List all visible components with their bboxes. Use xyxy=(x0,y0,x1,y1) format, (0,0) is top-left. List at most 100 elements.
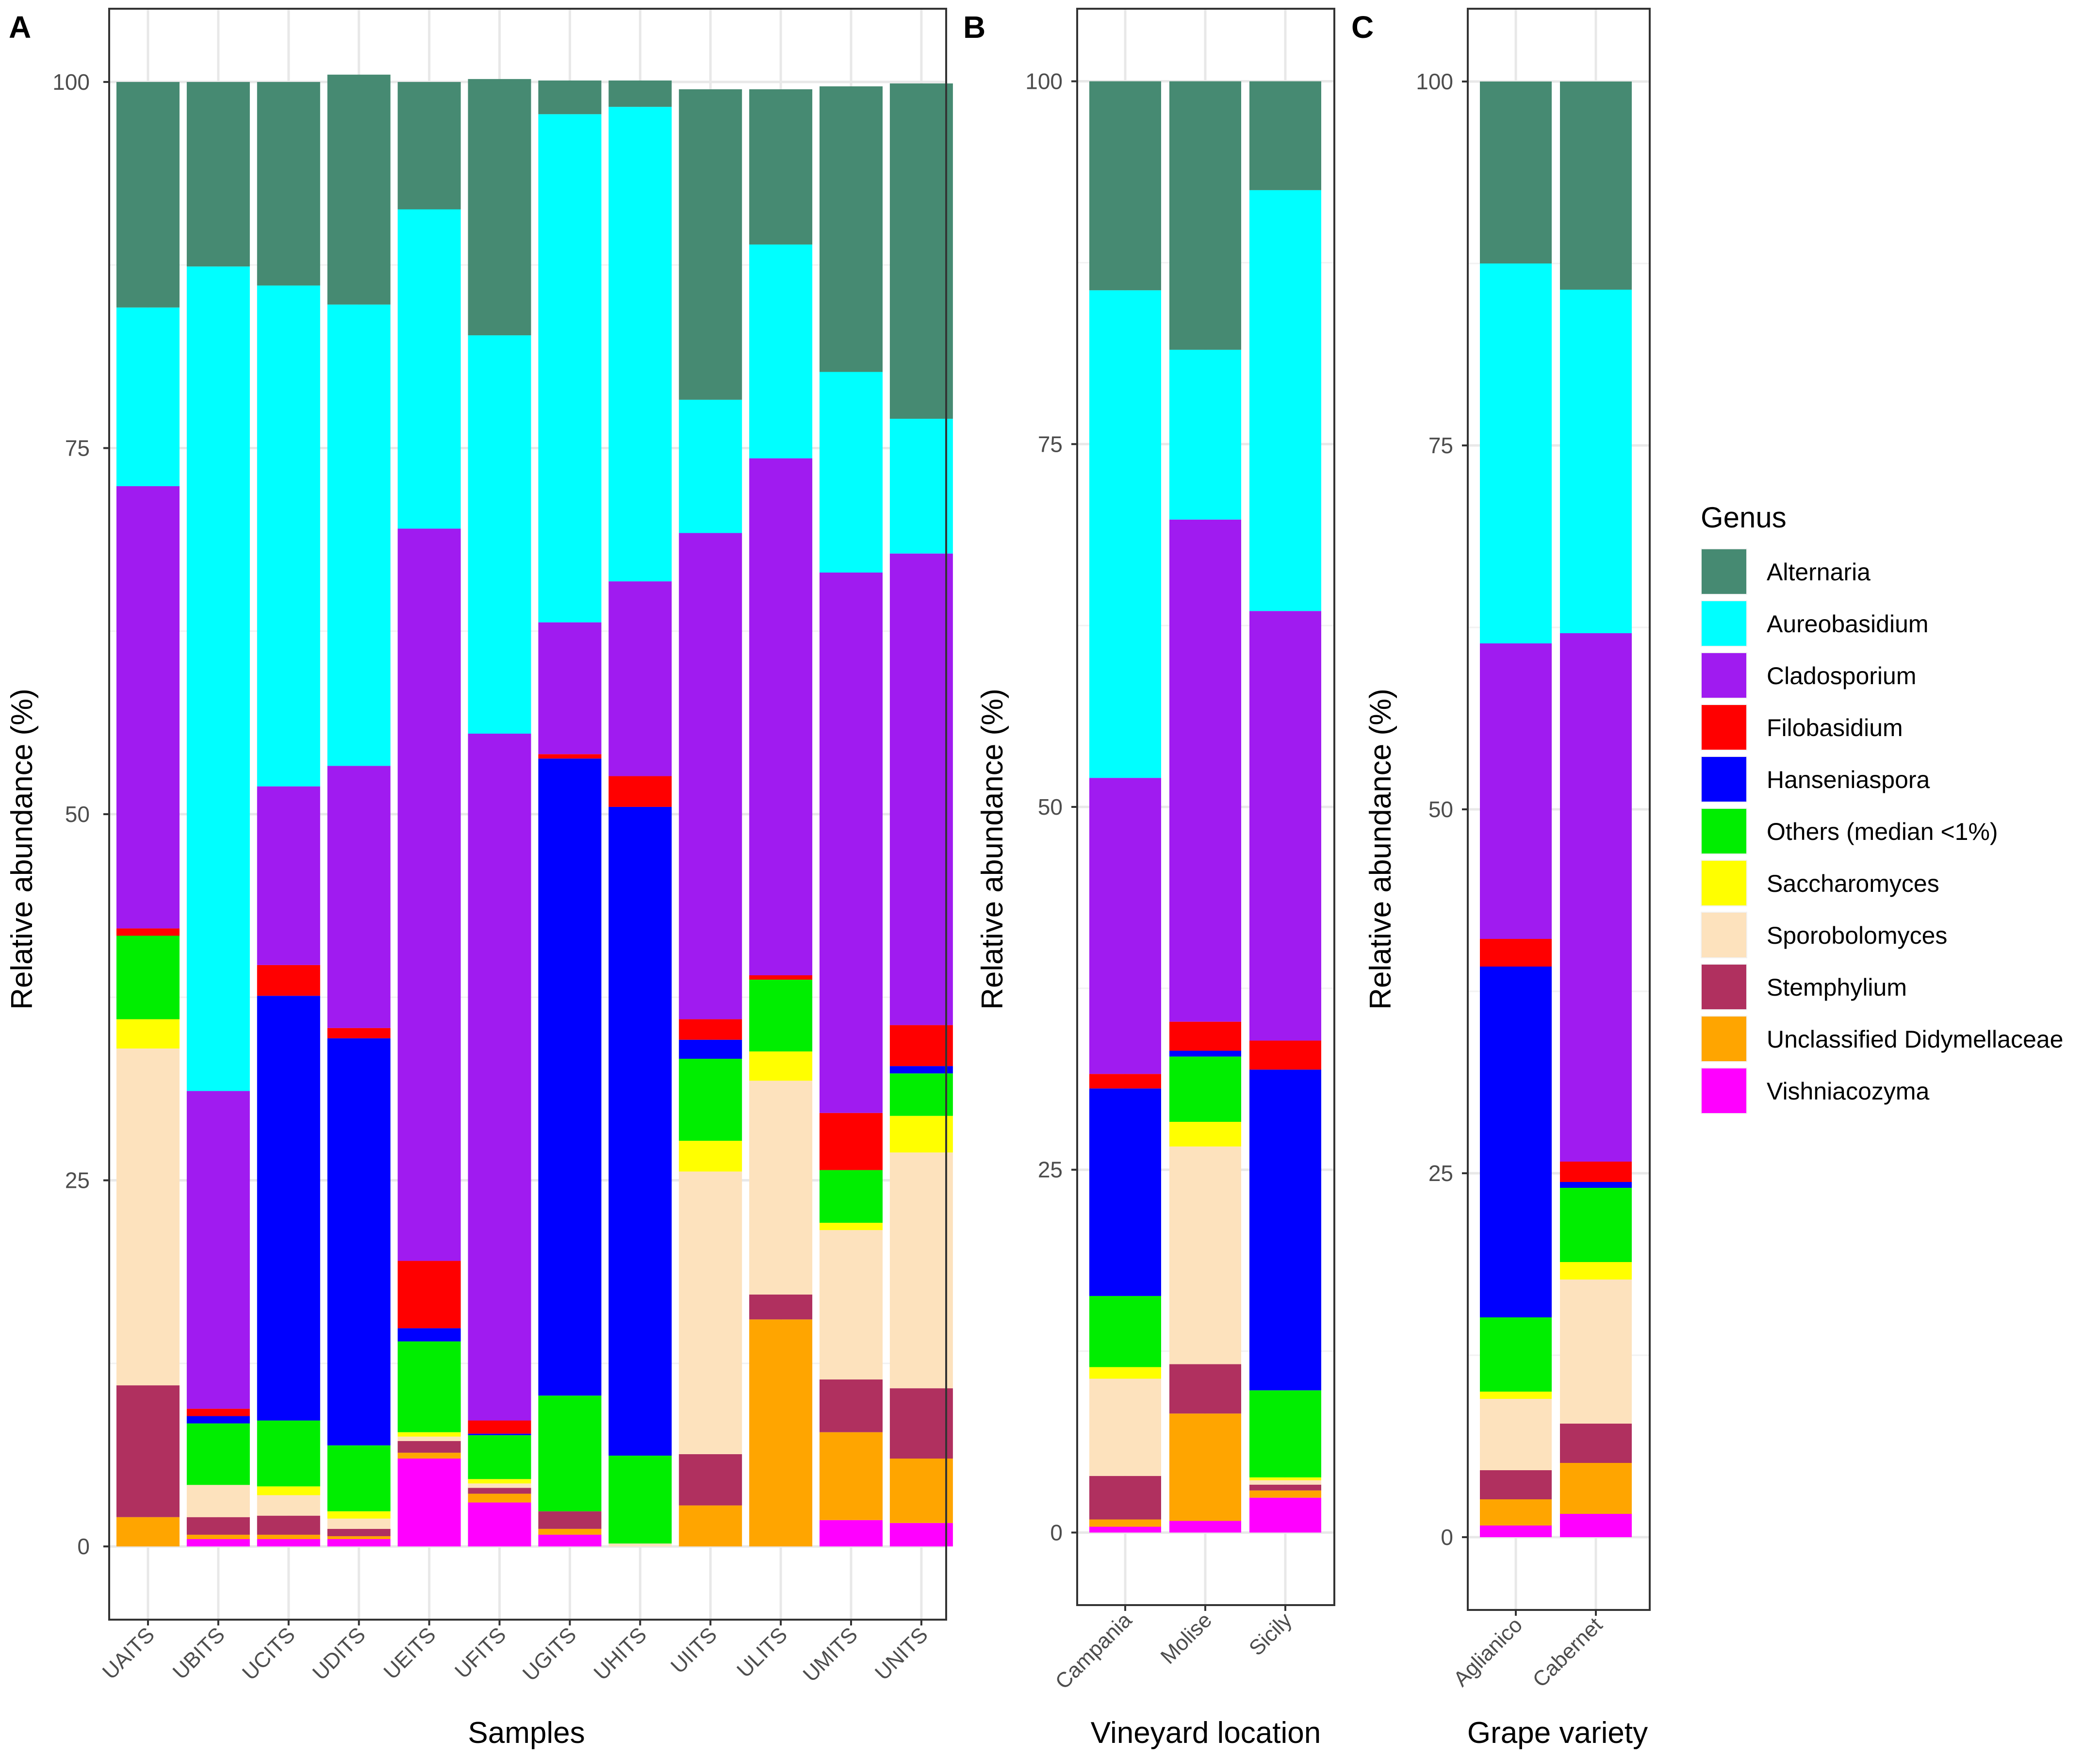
panel-b-bar-sicily-vishniacozyma xyxy=(1249,1497,1321,1533)
panel-a-bar-ugits-cladosporium xyxy=(538,622,602,755)
panel-a-bar-umits-others-median-1 xyxy=(820,1170,883,1223)
panel-a-bar-ucits-saccharomyces xyxy=(257,1486,320,1495)
panel-a-bar-ubits-sporobolomyces xyxy=(186,1485,250,1517)
panel-a-bar-ulits-saccharomyces xyxy=(749,1051,813,1081)
panel-c-y-axis-title: Relative abundance (%) xyxy=(1364,689,1397,1010)
panel-letter-b: B xyxy=(963,10,985,45)
panel-c-y-tick-label-0: 0 xyxy=(1441,1525,1453,1550)
panel-c-bar-cabernet-aureobasidium xyxy=(1560,290,1632,633)
panel-b-y-ticks: 0 25 50 75 100 xyxy=(1025,69,1077,1545)
legend-items: Alternaria Aureobasidium Cladosporium Filob… xyxy=(1701,548,2063,1114)
panel-a-bar-uhits-aureobasidium xyxy=(608,107,672,582)
panel-a-bar-umits-vishniacozyma xyxy=(820,1520,883,1547)
panel-c-bar-cabernet-sporobolomyces xyxy=(1560,1280,1632,1424)
panel-b-bar-campania-cladosporium xyxy=(1089,778,1161,1074)
panel-b-bar-sicily-others-median-1 xyxy=(1249,1390,1321,1477)
panel-a-bar-ufits-vishniacozyma xyxy=(468,1502,531,1547)
panel-a-bar-uaits-cladosporium xyxy=(116,486,180,929)
panel-a-bar-ugits-aureobasidium xyxy=(538,114,602,623)
panel-a-bar-units-filobasidium xyxy=(889,1025,953,1067)
panel-a-bar-ugits-unclassified-didymellaceae xyxy=(538,1528,602,1535)
legend-label-aureobasidium: Aureobasidium xyxy=(1767,610,1929,638)
legend-label-alternaria: Alternaria xyxy=(1767,558,1870,586)
panel-a-bar-ulits-cladosporium xyxy=(749,458,813,976)
panel-b-bar-sicily-filobasidium xyxy=(1249,1040,1321,1070)
panel-c-bar-cabernet-vishniacozyma xyxy=(1560,1514,1632,1537)
panel-a-bar-ueits-saccharomyces xyxy=(397,1432,461,1437)
panel-a-bar-ueits-aureobasidium xyxy=(397,209,461,529)
panel-b-bar-molise-others-median-1 xyxy=(1169,1056,1241,1122)
panel-c-bar-cabernet-alternaria xyxy=(1560,82,1632,290)
panel-a-bar-ueits-alternaria xyxy=(397,82,461,210)
panel-b-bar-campania-hanseniaspora xyxy=(1089,1088,1161,1296)
panel-b-y-tick-label-100: 100 xyxy=(1025,69,1063,94)
panel-a-bar-ueits-hanseniaspora xyxy=(397,1328,461,1342)
panel-a-bar-ubits-alternaria xyxy=(186,82,250,267)
panel-c-bar-aglianico-unclassified-didymellaceae xyxy=(1480,1499,1552,1526)
panel-c-bar-cabernet-filobasidium xyxy=(1560,1162,1632,1182)
legend-swatch-unclassified-didymellaceae xyxy=(1702,1017,1746,1061)
panel-a-bar-ucits-stemphylium xyxy=(257,1515,320,1535)
legend-swatch-saccharomyces xyxy=(1702,861,1746,905)
panel-b-bar-molise-hanseniaspora xyxy=(1169,1050,1241,1057)
panel-letter-c: C xyxy=(1351,10,1374,45)
panel-a-bar-udits-vishniacozyma xyxy=(327,1539,391,1547)
panel-a-bar-ueits-stemphylium xyxy=(397,1441,461,1453)
panel-a-y-tick-label-75: 75 xyxy=(65,435,90,460)
panel-a-bar-uhits-hanseniaspora xyxy=(608,806,672,1456)
panel-a-bar-umits-filobasidium xyxy=(820,1113,883,1170)
panel-a-bar-uaits-filobasidium xyxy=(116,928,180,936)
panel-c-bar-aglianico-hanseniaspora xyxy=(1480,967,1552,1317)
panel-a-bar-ueits-others-median-1 xyxy=(397,1341,461,1432)
panel-a-bar-udits-cladosporium xyxy=(327,766,391,1028)
panel-a-bar-ucits-filobasidium xyxy=(257,965,320,996)
panel-b-y-axis-title: Relative abundance (%) xyxy=(976,689,1009,1010)
panel-c-bar-cabernet-stemphylium xyxy=(1560,1424,1632,1463)
panel-letter-a: A xyxy=(9,10,31,45)
panel-a-bar-ufits-saccharomyces xyxy=(468,1479,531,1484)
panel-c-bar-cabernet-others-median-1 xyxy=(1560,1188,1632,1262)
legend-label-sporobolomyces: Sporobolomyces xyxy=(1767,922,1947,949)
panel-a-bar-uaits-aureobasidium xyxy=(116,307,180,486)
panel-c-bar-aglianico-aureobasidium xyxy=(1480,263,1552,643)
panel-a-bar-ubits-aureobasidium xyxy=(186,266,250,1091)
panel-a-bar-uhits-cladosporium xyxy=(608,581,672,776)
panel-a-y-tick-label-50: 50 xyxy=(65,802,90,827)
panel-a-bar-ubits-vishniacozyma xyxy=(186,1539,250,1547)
legend-label-stemphylium: Stemphylium xyxy=(1767,974,1907,1001)
panel-b-y-tick-label-0: 0 xyxy=(1050,1520,1063,1545)
panel-a-bar-uiits-stemphylium xyxy=(679,1454,742,1506)
panel-b-bar-campania-vishniacozyma xyxy=(1089,1526,1161,1533)
panel-a-bar-ufits-hanseniaspora xyxy=(468,1433,531,1435)
panel-a: A Relative abundance (%) Samples 0 25 50 75… xyxy=(5,8,953,1750)
panel-a-border xyxy=(108,8,947,1621)
panel-c-x-axis-title: Grape variety xyxy=(1467,1716,1648,1750)
panel-a-bar-units-stemphylium xyxy=(889,1388,953,1459)
panel-a-bar-uaits-sporobolomyces xyxy=(116,1048,180,1386)
panel-a-bar-units-saccharomyces xyxy=(889,1116,953,1153)
panel-a-bar-uaits-unclassified-didymellaceae xyxy=(116,1517,180,1547)
panel-a-bar-udits-unclassified-didymellaceae xyxy=(327,1536,391,1539)
panel-c-bar-aglianico-vishniacozyma xyxy=(1480,1526,1552,1537)
panel-a-bar-uiits-saccharomyces xyxy=(679,1141,742,1172)
panel-b-bar-molise-cladosporium xyxy=(1169,519,1241,1022)
panel-b-bar-campania-saccharomyces xyxy=(1089,1367,1161,1379)
panel-a-bar-udits-filobasidium xyxy=(327,1028,391,1038)
panel-a-bar-units-alternaria xyxy=(889,83,953,419)
panel-a-bar-ucits-hanseniaspora xyxy=(257,996,320,1421)
panel-b-bar-molise-saccharomyces xyxy=(1169,1122,1241,1147)
panel-a-bar-ufits-cladosporium xyxy=(468,734,531,1421)
panel-a-bar-ugits-vishniacozyma xyxy=(538,1534,602,1547)
panel-a-bar-udits-sporobolomyces xyxy=(327,1518,391,1529)
panel-a-bar-ufits-unclassified-didymellaceae xyxy=(468,1493,531,1503)
panel-c-y-tick-label-100: 100 xyxy=(1416,69,1453,94)
panel-a-bar-uaits-saccharomyces xyxy=(116,1019,180,1049)
panel-a-bar-uiits-alternaria xyxy=(679,89,742,400)
panel-c-bar-aglianico-saccharomyces xyxy=(1480,1392,1552,1399)
panel-a-bar-ueits-sporobolomyces xyxy=(397,1436,461,1441)
panel-b-bar-campania-alternaria xyxy=(1089,81,1161,291)
panel-a-bar-ubits-stemphylium xyxy=(186,1517,250,1535)
panel-a-bar-umits-aureobasidium xyxy=(820,372,883,573)
panel-a-bar-uaits-stemphylium xyxy=(116,1385,180,1517)
